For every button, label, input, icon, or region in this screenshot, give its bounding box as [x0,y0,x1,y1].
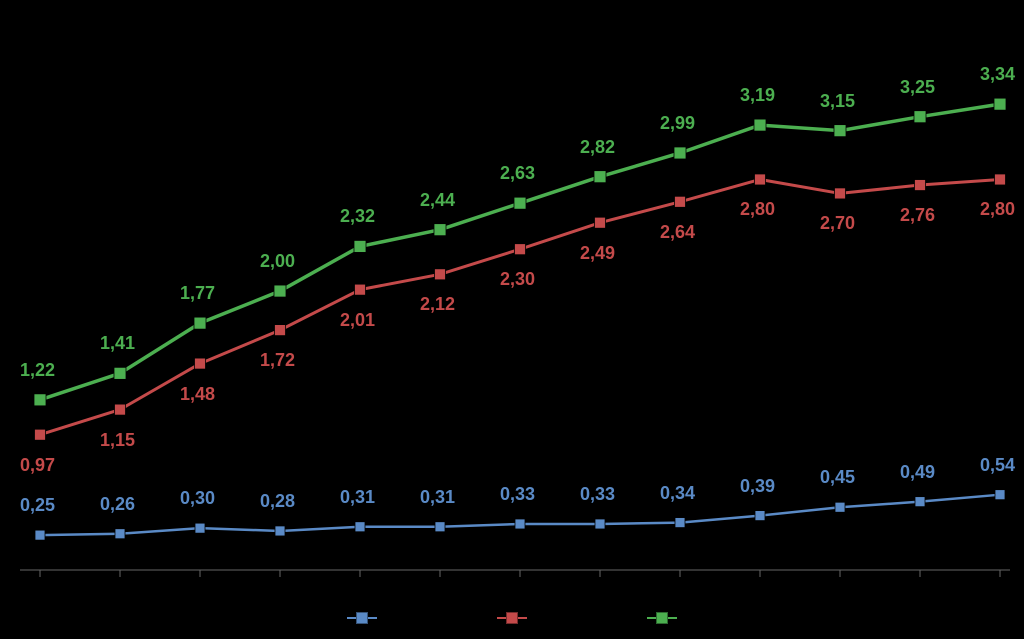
series-blue-label: 0,33 [500,484,535,505]
series-red-marker [435,269,446,280]
series-green-marker [594,171,606,183]
series-red-marker [275,325,286,336]
series-green-marker [34,394,46,406]
series-blue-marker [995,490,1005,500]
legend-marker-icon [356,612,368,624]
series-blue-label: 0,49 [900,462,935,483]
series-red-label: 2,01 [340,310,375,331]
legend-item-series-blue [347,617,377,619]
series-green-label: 2,63 [500,163,535,184]
series-blue-marker [275,526,285,536]
series-red-label: 2,64 [660,222,695,243]
series-green-label: 3,25 [900,77,935,98]
series-red-label: 0,97 [20,455,55,476]
chart-canvas [0,0,1024,639]
legend-swatch [347,617,377,619]
series-green-marker [914,111,926,123]
series-red-marker [195,358,206,369]
series-red-label: 1,48 [180,384,215,405]
series-green-label: 2,00 [260,251,295,272]
series-green-label: 3,19 [740,85,775,106]
series-red-label: 2,80 [740,199,775,220]
series-green-label: 1,41 [100,333,135,354]
series-red-marker [115,404,126,415]
series-green-marker [114,367,126,379]
series-green-label: 2,82 [580,137,615,158]
series-green-marker [834,125,846,137]
series-red-marker [755,174,766,185]
series-red-label: 2,76 [900,205,935,226]
series-red-marker [35,429,46,440]
series-green-label: 3,34 [980,64,1015,85]
series-red-marker [595,217,606,228]
series-blue-label: 0,54 [980,455,1015,476]
legend-swatch [497,617,527,619]
series-blue-label: 0,39 [740,476,775,497]
line-chart: 0,25 0,26 0,30 0,28 0,31 0,31 0,33 0,33 0,34 0,39… [0,0,1024,639]
series-green-marker [274,285,286,297]
series-red-marker [515,244,526,255]
series-blue-marker [35,530,45,540]
series-blue-marker [435,522,445,532]
legend-swatch [647,617,677,619]
series-blue-marker [595,519,605,529]
series-blue-label: 0,31 [420,487,455,508]
series-blue-label: 0,45 [820,467,855,488]
series-red-marker [915,180,926,191]
series-red-label: 2,12 [420,294,455,315]
series-blue-marker [195,523,205,533]
series-blue-label: 0,28 [260,491,295,512]
series-green-marker [194,317,206,329]
series-blue-label: 0,31 [340,487,375,508]
series-blue-marker [355,522,365,532]
series-blue-label: 0,30 [180,488,215,509]
legend-item-series-red [497,617,527,619]
series-blue-marker [515,519,525,529]
series-red-marker [355,284,366,295]
series-green-label: 2,32 [340,206,375,227]
legend-item-series-green [647,617,677,619]
series-blue-label: 0,25 [20,495,55,516]
series-red-label: 1,15 [100,430,135,451]
series-red-label: 1,72 [260,350,295,371]
series-red-marker [675,196,686,207]
series-blue-marker [755,511,765,521]
series-red-label: 2,49 [580,243,615,264]
series-green-marker [434,224,446,236]
series-blue-marker [675,518,685,528]
series-green-label: 3,15 [820,91,855,112]
legend-marker-icon [656,612,668,624]
series-red-label: 2,80 [980,199,1015,220]
series-green-label: 2,99 [660,113,695,134]
series-red-marker [995,174,1006,185]
series-green-label: 2,44 [420,190,455,211]
series-green-label: 1,77 [180,283,215,304]
series-blue-marker [835,502,845,512]
series-blue-label: 0,34 [660,483,695,504]
series-red-label: 2,30 [500,269,535,290]
series-red-marker [835,188,846,199]
series-blue-marker [915,497,925,507]
series-blue-label: 0,33 [580,484,615,505]
legend-marker-icon [506,612,518,624]
series-green-label: 1,22 [20,360,55,381]
series-green-marker [514,197,526,209]
series-green-marker [674,147,686,159]
series-green-marker [994,98,1006,110]
legend [0,617,1024,619]
series-blue-marker [115,529,125,539]
series-blue-label: 0,26 [100,494,135,515]
series-green-marker [354,240,366,252]
series-red-label: 2,70 [820,213,855,234]
series-green-marker [754,119,766,131]
